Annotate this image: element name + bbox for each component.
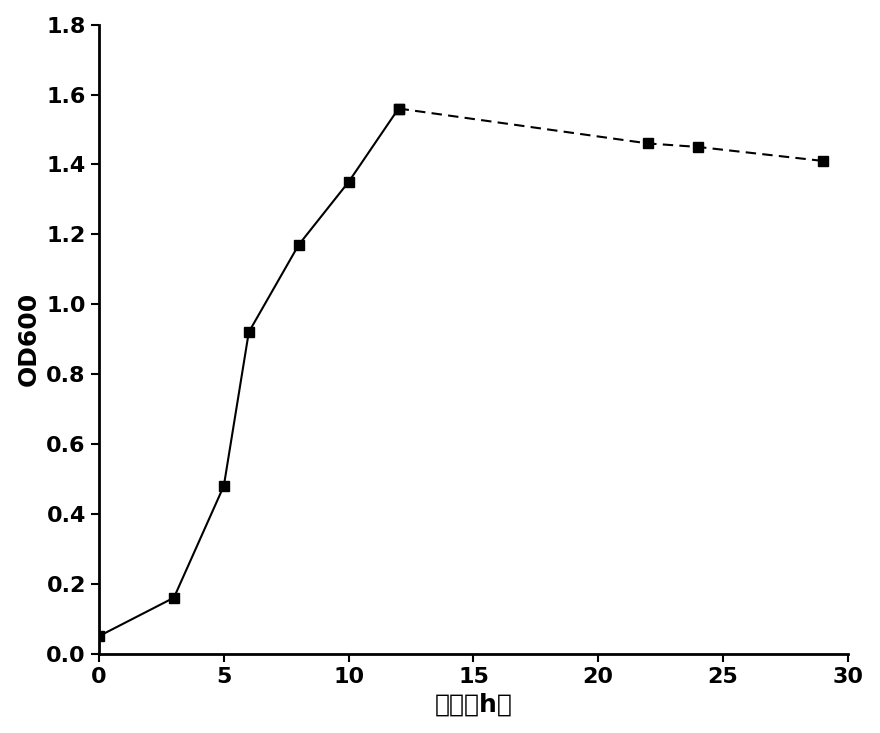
Y-axis label: OD600: OD600 [17,292,40,386]
X-axis label: 时间（h）: 时间（h） [435,693,512,716]
